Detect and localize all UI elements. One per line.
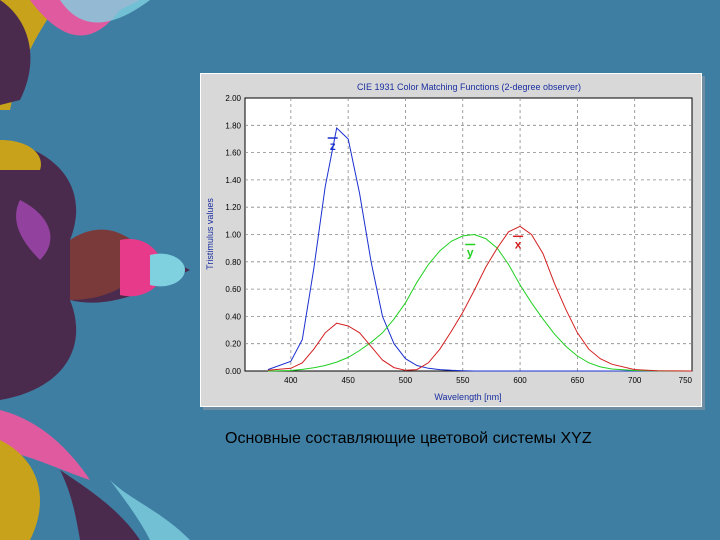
x-tick-label: 600 <box>513 376 527 385</box>
x-tick-label: 450 <box>341 376 355 385</box>
y-tick-label: 1.80 <box>225 121 241 130</box>
decorative-swirl-background <box>0 0 200 540</box>
x-axis-label: Wavelength [nm] <box>434 392 501 402</box>
y-tick-label: 0.40 <box>225 312 241 321</box>
y-tick-label: 1.60 <box>225 149 241 158</box>
y-tick-label: 0.00 <box>225 367 241 376</box>
y-tick-label: 1.20 <box>225 203 241 212</box>
y-axis-label: Tristimulus values <box>205 198 215 270</box>
x-tick-label: 550 <box>456 376 470 385</box>
series-label-z: z <box>330 139 336 153</box>
series-line-x <box>267 225 693 372</box>
y-tick-label: 0.20 <box>225 340 241 349</box>
x-tick-label: 750 <box>679 376 693 385</box>
x-tick-label: 400 <box>284 376 298 385</box>
y-tick-label: 2.00 <box>225 94 241 103</box>
chart-title: CIE 1931 Color Matching Functions (2-deg… <box>357 82 581 92</box>
y-tick-label: 1.00 <box>225 231 241 240</box>
y-tick-label: 1.40 <box>225 176 241 185</box>
series-label-y: y <box>467 246 474 260</box>
x-tick-label: 650 <box>571 376 585 385</box>
slide-caption: Основные составляющие цветовой системы X… <box>225 430 592 447</box>
chart-panel: CIE 1931 Color Matching Functions (2-deg… <box>200 73 702 407</box>
cie-color-matching-chart: CIE 1931 Color Matching Functions (2-deg… <box>205 82 693 402</box>
x-tick-label: 700 <box>628 376 642 385</box>
series-label-x: x <box>515 237 522 251</box>
series-line-z <box>267 127 692 372</box>
y-tick-label: 0.60 <box>225 285 241 294</box>
series-line-y <box>267 233 693 372</box>
y-tick-label: 0.80 <box>225 258 241 267</box>
x-tick-label: 500 <box>399 376 413 385</box>
